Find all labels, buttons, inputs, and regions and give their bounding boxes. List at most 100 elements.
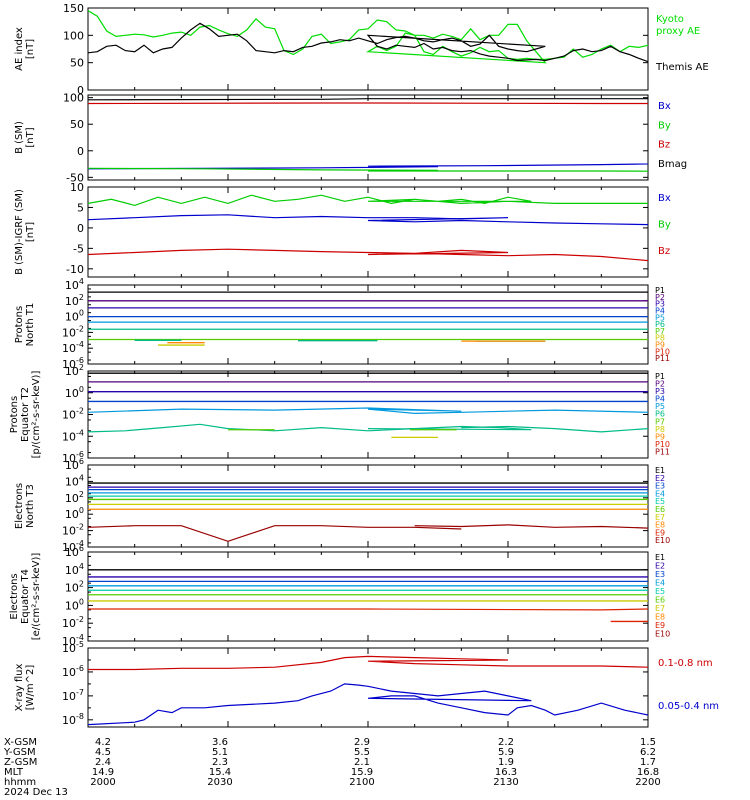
legend-entry: Bx <box>658 193 671 204</box>
y-axis-label: Equator T4 <box>20 569 31 624</box>
orbit-value: 15.4 <box>209 767 231 778</box>
orbit-value: 2200 <box>635 777 660 788</box>
orbit-value: 6.2 <box>640 747 656 758</box>
legend-entry: P7 <box>655 417 665 426</box>
y-tick-exponent: -6 <box>76 450 84 459</box>
panel-frame <box>87 464 649 548</box>
y-axis-label: B (SM) <box>14 121 25 154</box>
orbit-row-label: X-GSM <box>4 737 37 748</box>
series-line-Kyoto-proxy-AE <box>88 10 648 64</box>
y-tick-exponent: -2 <box>76 523 84 532</box>
y-tick-label: 104 <box>65 473 84 488</box>
y-axis-label: [nT] <box>25 39 36 59</box>
y-tick-label: 100 <box>65 309 84 324</box>
legend-entry: E3 <box>655 570 665 579</box>
legend-entry: E1 <box>655 466 665 475</box>
legend-entry: E5 <box>655 587 665 596</box>
orbit-value: 2030 <box>207 777 232 788</box>
y-axis-label: North T1 <box>25 303 36 347</box>
legend-entry: E1 <box>655 553 665 562</box>
plot-area <box>88 482 648 542</box>
series-line-P5 <box>88 407 648 415</box>
y-tick-exponent: 4 <box>79 473 84 482</box>
plot-area <box>88 291 648 346</box>
legend-entry: P8 <box>655 334 665 343</box>
y-tick-exponent: -5 <box>76 640 84 649</box>
y-tick-exponent: 0 <box>79 385 84 394</box>
legend-entry: Kyoto <box>656 14 684 25</box>
y-tick-label: 106 <box>65 544 84 559</box>
y-tick-label: 10-2 <box>62 523 84 538</box>
y-tick-label: -50 <box>66 171 84 184</box>
legend-entry: E7 <box>655 513 665 522</box>
y-tick-label: 100 <box>65 506 84 521</box>
y-tick-label: 10-8 <box>62 712 84 727</box>
legend-entry: P2 <box>655 380 665 389</box>
y-axis-label: AE index <box>14 27 25 71</box>
legend-entry: E9 <box>655 528 665 537</box>
orbit-value: 1.7 <box>640 757 656 768</box>
orbit-value: 2.3 <box>212 757 228 768</box>
panel-frame <box>87 284 649 365</box>
y-tick-exponent: 0 <box>79 597 84 606</box>
y-tick-label: 104 <box>65 562 84 577</box>
legend-entry: P5 <box>655 313 665 322</box>
orbit-value: 4.5 <box>95 747 111 758</box>
orbit-value: 3.6 <box>212 737 228 748</box>
series-line-P6 <box>88 423 532 433</box>
legend-entry: P4 <box>655 395 665 404</box>
y-tick-label: 150 <box>63 2 84 15</box>
y-tick-label: 50 <box>70 118 84 131</box>
orbit-value: 2.1 <box>354 757 370 768</box>
y-axis-label: [p/(cm²-s-sr-keV)] <box>31 371 42 459</box>
y-axis-label: Electrons <box>9 573 20 619</box>
y-tick-exponent: -4 <box>76 428 84 437</box>
legend-entry: E10 <box>655 536 670 545</box>
legend-entry: E7 <box>655 604 665 613</box>
legend-entry: Bz <box>658 246 670 257</box>
series-line-0.1-0.8-nm <box>88 655 648 671</box>
series-line-By <box>88 167 648 172</box>
series-line-0.05-0.4-nm <box>88 683 648 726</box>
series-line-Bmag <box>88 98 648 101</box>
legend-entry: E5 <box>655 497 665 506</box>
y-tick-exponent: -6 <box>76 664 84 673</box>
y-axis-label: North T3 <box>25 484 36 528</box>
y-tick-label: 106 <box>65 457 84 472</box>
legend-entry: E6 <box>655 596 665 605</box>
orbit-value: 5.5 <box>354 747 370 758</box>
y-tick-exponent: 2 <box>79 490 84 499</box>
y-axis-label: B (SM)-IGRF (SM) <box>14 189 25 275</box>
orbit-value: 4.2 <box>95 737 111 748</box>
series-line-E10 <box>88 525 462 542</box>
y-axis-label: [W/m^2] <box>25 665 36 711</box>
legend-entry: Bz <box>658 140 670 151</box>
orbit-value: 1.5 <box>640 737 656 748</box>
y-tick-exponent: -2 <box>76 615 84 624</box>
y-tick-label: 0 <box>77 222 84 235</box>
legend-entry: P11 <box>655 354 670 363</box>
y-axis-label: [e/(cm²-s-sr-keV)] <box>31 553 42 641</box>
legend-entry: By <box>658 219 671 230</box>
legend-entry: Bx <box>658 101 671 112</box>
legend-entry: P4 <box>655 306 665 315</box>
legend-entry: P10 <box>655 440 670 449</box>
y-tick-label: 102 <box>65 363 84 378</box>
orbit-value: 2.2 <box>498 737 514 748</box>
y-tick-label: -10 <box>66 263 84 276</box>
y-tick-label: 5 <box>77 201 84 214</box>
y-tick-exponent: 4 <box>79 277 84 286</box>
y-tick-label: 50 <box>70 57 84 70</box>
y-tick-label: 10-2 <box>62 615 84 630</box>
orbit-value: 16.3 <box>495 767 517 778</box>
y-tick-label: 100 <box>63 92 84 105</box>
y-tick-exponent: 6 <box>79 544 84 553</box>
y-tick-exponent: 0 <box>79 506 84 515</box>
legend-entry: P2 <box>655 293 665 302</box>
y-tick-exponent: -8 <box>76 712 84 721</box>
legend-entry: E2 <box>655 562 665 571</box>
